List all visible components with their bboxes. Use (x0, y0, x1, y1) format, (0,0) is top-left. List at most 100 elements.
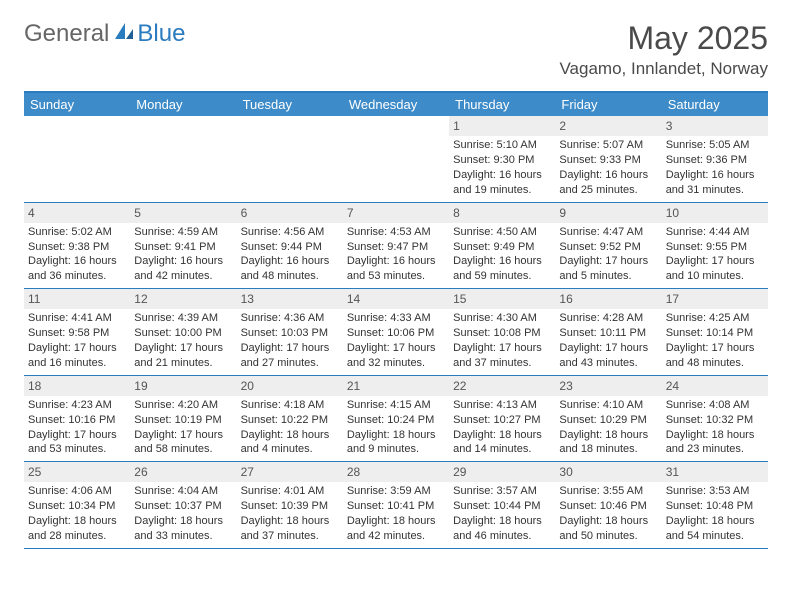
calendar-day-cell: 31Sunrise: 3:53 AMSunset: 10:48 PMDaylig… (662, 462, 768, 548)
day-number: 9 (555, 203, 661, 223)
sunset-text: Sunset: 10:16 PM (26, 413, 128, 428)
calendar-day-cell: . (130, 116, 236, 202)
calendar-day-cell: 2 Sunrise: 5:07 AMSunset: 9:33 PMDaylight… (555, 116, 661, 202)
calendar-day-cell: 22Sunrise: 4:13 AMSunset: 10:27 PMDaylig… (449, 376, 555, 462)
day-number: 23 (555, 376, 661, 396)
sunset-text: Sunset: 9:49 PM (451, 240, 553, 255)
sunset-text: Sunset: 10:19 PM (132, 413, 234, 428)
calendar-day-cell: . (24, 116, 130, 202)
sunrise-text: Sunrise: 4:06 AM (26, 484, 128, 499)
daylight-text: Daylight: 18 hours and 4 minutes. (239, 428, 341, 458)
sunset-text: Sunset: 9:44 PM (239, 240, 341, 255)
daylight-text: Daylight: 17 hours and 58 minutes. (132, 428, 234, 458)
sunrise-text: Sunrise: 4:41 AM (26, 311, 128, 326)
daylight-text: Daylight: 18 hours and 14 minutes. (451, 428, 553, 458)
sunrise-text: Sunrise: 4:53 AM (345, 225, 447, 240)
daylight-text: Daylight: 18 hours and 42 minutes. (345, 514, 447, 544)
calendar-day-cell: 20 Sunrise: 4:18 AMSunset: 10:22 PMDaylig… (237, 376, 343, 462)
sunset-text: Sunset: 9:33 PM (557, 153, 659, 168)
daylight-text: Daylight: 18 hours and 54 minutes. (664, 514, 766, 544)
calendar-day-cell: 29Sunrise: 3:57 AMSunset: 10:44 PMDaylig… (449, 462, 555, 548)
calendar-day-cell: 11Sunrise: 4:41 AMSunset: 9:58 PMDayligh… (24, 289, 130, 375)
calendar-day-cell: 16Sunrise: 4:28 AMSunset: 10:11 PMDaylig… (555, 289, 661, 375)
sunrise-text: Sunrise: 3:57 AM (451, 484, 553, 499)
calendar: Sunday Monday Tuesday Wednesday Thursday… (24, 91, 768, 549)
day-number: 21 (343, 376, 449, 396)
daylight-text: Daylight: 17 hours and 37 minutes. (451, 341, 553, 371)
sunset-text: Sunset: 10:22 PM (239, 413, 341, 428)
calendar-day-cell: 13Sunrise: 4:36 AMSunset: 10:03 PMDaylig… (237, 289, 343, 375)
day-number: 19 (130, 376, 236, 396)
calendar-body: ....1Sunrise: 5:10 AMSunset: 9:30 PMDayl… (24, 116, 768, 549)
daylight-text: Daylight: 17 hours and 43 minutes. (557, 341, 659, 371)
calendar-day-cell: 14Sunrise: 4:33 AMSunset: 10:06 PMDaylig… (343, 289, 449, 375)
sunrise-text: Sunrise: 5:07 AM (557, 138, 659, 153)
daylight-text: Daylight: 16 hours and 25 minutes. (557, 168, 659, 198)
daylight-text: Daylight: 16 hours and 36 minutes. (26, 254, 128, 284)
daylight-text: Daylight: 18 hours and 50 minutes. (557, 514, 659, 544)
sunset-text: Sunset: 9:47 PM (345, 240, 447, 255)
sunset-text: Sunset: 10:08 PM (451, 326, 553, 341)
sunrise-text: Sunrise: 3:53 AM (664, 484, 766, 499)
sunrise-text: Sunrise: 5:05 AM (664, 138, 766, 153)
day-number: 8 (449, 203, 555, 223)
weekday-header: Monday (130, 93, 236, 116)
sunrise-text: Sunrise: 5:02 AM (26, 225, 128, 240)
logo-text-general: General (24, 20, 109, 48)
sunrise-text: Sunrise: 4:56 AM (239, 225, 341, 240)
calendar-day-cell: 15Sunrise: 4:30 AMSunset: 10:08 PMDaylig… (449, 289, 555, 375)
sunset-text: Sunset: 10:29 PM (557, 413, 659, 428)
sunset-text: Sunset: 10:37 PM (132, 499, 234, 514)
sunrise-text: Sunrise: 4:36 AM (239, 311, 341, 326)
sunrise-text: Sunrise: 4:59 AM (132, 225, 234, 240)
sunrise-text: Sunrise: 4:18 AM (239, 398, 341, 413)
page-header: General Blue May 2025 Vagamo, Innlandet,… (24, 20, 768, 79)
calendar-day-cell: 19Sunrise: 4:20 AMSunset: 10:19 PMDaylig… (130, 376, 236, 462)
sunrise-text: Sunrise: 4:01 AM (239, 484, 341, 499)
calendar-day-cell: 21Sunrise: 4:15 AMSunset: 10:24 PMDaylig… (343, 376, 449, 462)
calendar-day-cell: 10Sunrise: 4:44 AMSunset: 9:55 PMDayligh… (662, 203, 768, 289)
location-label: Vagamo, Innlandet, Norway (559, 59, 768, 79)
daylight-text: Daylight: 18 hours and 28 minutes. (26, 514, 128, 544)
calendar-week: ....1Sunrise: 5:10 AMSunset: 9:30 PMDayl… (24, 116, 768, 203)
calendar-day-cell: 18Sunrise: 4:23 AMSunset: 10:16 PMDaylig… (24, 376, 130, 462)
daylight-text: Daylight: 18 hours and 37 minutes. (239, 514, 341, 544)
day-number: 20 (237, 376, 343, 396)
day-number: 3 (662, 116, 768, 136)
daylight-text: Daylight: 17 hours and 48 minutes. (664, 341, 766, 371)
sunrise-text: Sunrise: 4:13 AM (451, 398, 553, 413)
sunrise-text: Sunrise: 4:25 AM (664, 311, 766, 326)
day-number: 26 (130, 462, 236, 482)
calendar-day-cell: 30Sunrise: 3:55 AMSunset: 10:46 PMDaylig… (555, 462, 661, 548)
sunset-text: Sunset: 10:34 PM (26, 499, 128, 514)
weekday-header: Friday (555, 93, 661, 116)
weekday-header: Thursday (449, 93, 555, 116)
sunset-text: Sunset: 10:06 PM (345, 326, 447, 341)
sunrise-text: Sunrise: 4:47 AM (557, 225, 659, 240)
day-number: 30 (555, 462, 661, 482)
daylight-text: Daylight: 18 hours and 23 minutes. (664, 428, 766, 458)
calendar-day-cell: 28Sunrise: 3:59 AMSunset: 10:41 PMDaylig… (343, 462, 449, 548)
sunset-text: Sunset: 10:46 PM (557, 499, 659, 514)
sunset-text: Sunset: 10:39 PM (239, 499, 341, 514)
daylight-text: Daylight: 18 hours and 9 minutes. (345, 428, 447, 458)
sunset-text: Sunset: 10:32 PM (664, 413, 766, 428)
day-number: 7 (343, 203, 449, 223)
calendar-day-cell: . (237, 116, 343, 202)
daylight-text: Daylight: 17 hours and 16 minutes. (26, 341, 128, 371)
day-number: 5 (130, 203, 236, 223)
sunset-text: Sunset: 10:14 PM (664, 326, 766, 341)
daylight-text: Daylight: 17 hours and 5 minutes. (557, 254, 659, 284)
day-number: 2 (555, 116, 661, 136)
daylight-text: Daylight: 16 hours and 19 minutes. (451, 168, 553, 198)
daylight-text: Daylight: 17 hours and 21 minutes. (132, 341, 234, 371)
day-number: 17 (662, 289, 768, 309)
day-number: 10 (662, 203, 768, 223)
calendar-day-cell: 1Sunrise: 5:10 AMSunset: 9:30 PMDaylight… (449, 116, 555, 202)
day-number: 18 (24, 376, 130, 396)
daylight-text: Daylight: 16 hours and 59 minutes. (451, 254, 553, 284)
calendar-day-cell: 27Sunrise: 4:01 AMSunset: 10:39 PMDaylig… (237, 462, 343, 548)
sunset-text: Sunset: 10:24 PM (345, 413, 447, 428)
sunrise-text: Sunrise: 4:10 AM (557, 398, 659, 413)
calendar-day-cell: 9Sunrise: 4:47 AMSunset: 9:52 PMDaylight… (555, 203, 661, 289)
